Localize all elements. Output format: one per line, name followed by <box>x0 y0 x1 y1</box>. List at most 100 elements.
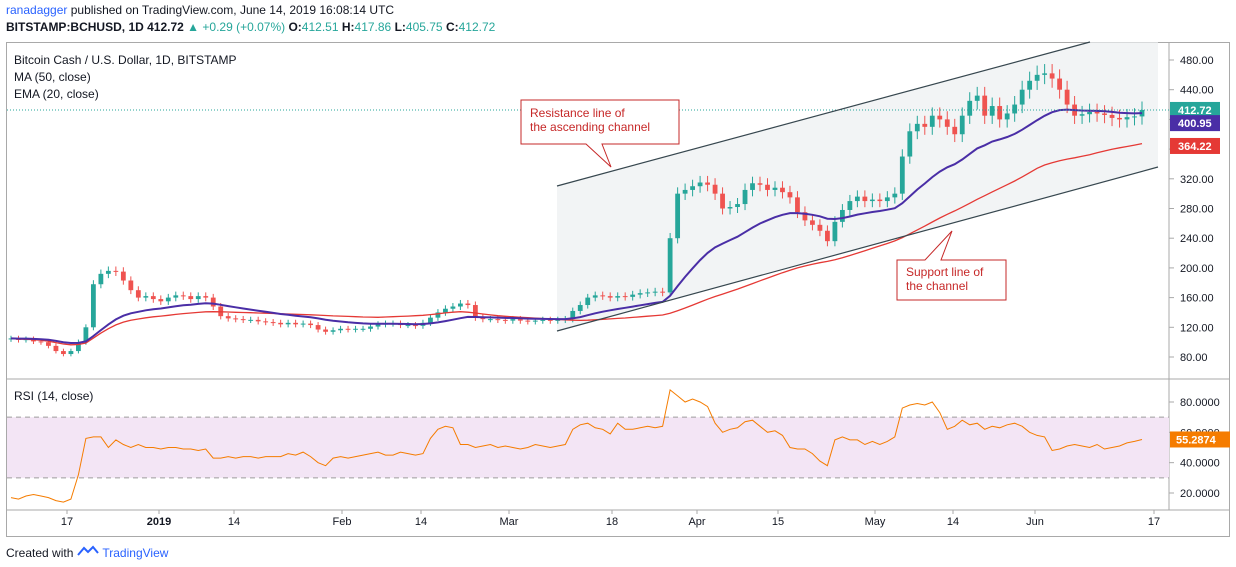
candle-body <box>487 319 493 321</box>
candle-body <box>697 182 703 187</box>
candle-body <box>46 342 51 346</box>
candle-body <box>862 196 868 202</box>
ma-tag-label: 364.22 <box>1178 141 1212 153</box>
candle-body <box>278 322 284 325</box>
candle-body <box>780 187 785 193</box>
candle-body <box>375 324 381 327</box>
candle-body <box>817 224 823 231</box>
candle-body <box>195 296 201 300</box>
candle-body <box>255 319 261 322</box>
candle-body <box>248 319 254 321</box>
symbol-label: BITSTAMP:BCHUSD, 1D <box>6 20 144 34</box>
time-tick-label: 18 <box>606 516 618 528</box>
candle-body <box>989 106 995 116</box>
candle-body <box>615 296 621 298</box>
footer: Created with TradingView <box>6 545 168 560</box>
candle-body <box>285 322 291 325</box>
price-tick-label: 120.00 <box>1180 322 1214 334</box>
candle-body <box>165 297 171 302</box>
candle-body <box>899 156 905 194</box>
candle-body <box>645 292 651 294</box>
candle-body <box>787 192 793 198</box>
candle-body <box>637 293 643 295</box>
candle-body <box>113 270 119 272</box>
time-tick-label: Feb <box>333 516 352 528</box>
candle-body <box>300 323 306 325</box>
candle-body <box>61 351 66 355</box>
candle-body <box>1049 73 1055 79</box>
candle-body <box>825 230 830 242</box>
candle-body <box>540 319 546 321</box>
candle-body <box>854 196 860 202</box>
last-price: 412.72 <box>147 20 184 34</box>
candle-body <box>892 193 898 198</box>
candle-body <box>600 295 606 297</box>
candle-body <box>1057 78 1063 90</box>
open-label: O: <box>288 20 302 34</box>
candle-body <box>173 295 179 298</box>
close-label: C: <box>445 20 459 34</box>
candle-body <box>1019 89 1025 105</box>
candle-body <box>353 328 358 330</box>
candle-body <box>555 319 561 321</box>
candle-body <box>233 318 239 320</box>
price-tick-label: 240.00 <box>1180 233 1214 245</box>
candle-body <box>330 330 336 332</box>
candle-body <box>832 221 838 242</box>
low-value: 405.75 <box>405 20 443 34</box>
candle-body <box>690 186 695 190</box>
candle-body <box>270 322 276 324</box>
main-legend: Bitcoin Cash / U.S. Dollar, 1D, BITSTAMP… <box>14 52 237 103</box>
candle-body <box>210 297 216 307</box>
ema-legend: EMA (20, close) <box>14 87 99 101</box>
ema-tag-bg <box>1170 115 1220 132</box>
rsi-legend: RSI (14, close) <box>14 389 94 403</box>
time-tick-label: May <box>865 516 886 528</box>
high-value: 417.86 <box>354 20 392 34</box>
candle-body <box>607 296 613 298</box>
candle-body <box>1102 113 1107 115</box>
candle-body <box>839 209 845 222</box>
candle-body <box>765 184 770 190</box>
ma50-line <box>10 142 1143 346</box>
candle-body <box>1087 111 1092 115</box>
candle-body <box>1079 114 1085 116</box>
time-tick-label: 14 <box>947 516 959 528</box>
candle-body <box>495 319 501 321</box>
price-tick-label: 320.00 <box>1180 174 1214 186</box>
author-link[interactable]: ranadagger <box>6 3 68 17</box>
candle-body <box>1064 89 1070 105</box>
candle-body <box>225 316 231 319</box>
rsi-value-tag-bg <box>1170 431 1230 448</box>
time-tick-label: 2019 <box>147 516 171 528</box>
candle-body <box>203 296 209 298</box>
candle-body <box>128 280 134 291</box>
candle-body <box>465 303 471 306</box>
candle-body <box>727 207 733 209</box>
candle-body <box>360 328 366 330</box>
candle-body <box>884 197 890 202</box>
candle-body <box>1109 114 1115 118</box>
candle-body <box>293 322 299 325</box>
candle-body <box>712 184 718 194</box>
candle-body <box>443 308 448 313</box>
time-tick-label: 14 <box>228 516 240 528</box>
channel-shading <box>557 42 1158 331</box>
support-annotation-box <box>896 230 1007 301</box>
candle-body <box>315 325 321 330</box>
candle-body <box>652 291 658 293</box>
candle-body <box>480 317 486 320</box>
top-header: ranadagger published on TradingView.com,… <box>0 0 1236 40</box>
time-tick-label: Jun <box>1026 516 1044 528</box>
tradingview-brand-link[interactable]: TradingView <box>102 545 169 560</box>
candle-body <box>802 212 808 221</box>
candle-body <box>735 204 740 208</box>
resistance-annotation-box <box>520 99 680 168</box>
candle-body <box>720 193 725 209</box>
support-annotation-text: Support line of <box>906 265 984 279</box>
resistance-line <box>556 41 1091 187</box>
price-tick-label: 160.00 <box>1180 293 1214 305</box>
published-text: published on TradingView.com, June 14, 2… <box>70 3 395 17</box>
candle-body <box>428 317 433 323</box>
